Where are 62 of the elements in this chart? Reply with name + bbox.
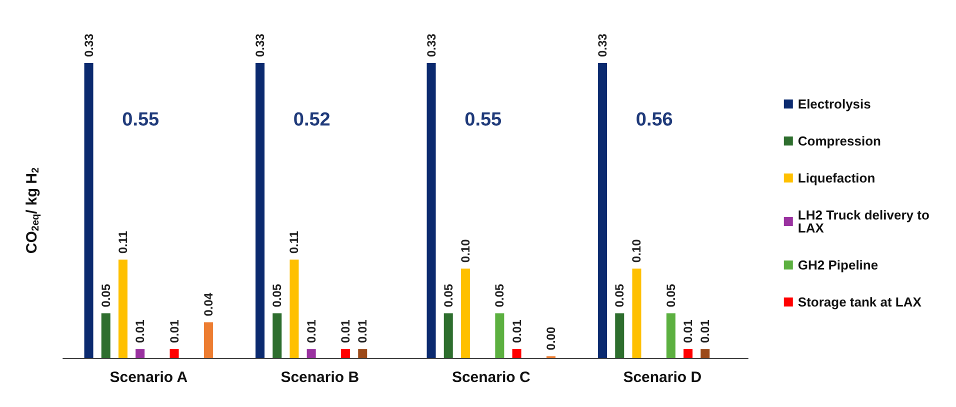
- x-tick-label: Scenario C: [452, 369, 530, 386]
- legend-label: Storage tank at LAX: [798, 294, 922, 310]
- x-tick-label: Scenario D: [623, 369, 702, 386]
- data-label: 0.05: [492, 284, 507, 308]
- data-label: 0.00: [544, 326, 558, 350]
- bar: [136, 349, 145, 358]
- bar: [700, 349, 710, 358]
- bar: [512, 349, 522, 358]
- data-label: 0.11: [116, 230, 130, 254]
- data-label: 0.01: [356, 319, 370, 344]
- total-label: 0.55: [464, 110, 502, 130]
- bar: [290, 260, 299, 358]
- bar: [444, 313, 453, 358]
- data-label: 0.11: [287, 230, 302, 254]
- total-label: 0.56: [636, 110, 673, 130]
- total-label: 0.55: [122, 110, 160, 130]
- legend-label: Electrolysis: [798, 96, 871, 112]
- data-label: 0.05: [441, 284, 456, 308]
- data-label: 0.33: [424, 33, 438, 57]
- bar: [632, 268, 642, 358]
- bar: [598, 63, 608, 358]
- legend-label: Compression: [798, 134, 882, 148]
- bar: [272, 313, 282, 358]
- data-label: 0.05: [664, 284, 678, 308]
- data-label: 0.01: [338, 319, 353, 344]
- legend-label: LH2 Truck delivery to LAX: [798, 208, 934, 236]
- data-label: 0.05: [98, 284, 113, 308]
- x-tick-label: Scenario B: [280, 369, 360, 386]
- data-label: 0.01: [510, 319, 524, 344]
- data-label: 0.01: [167, 319, 182, 344]
- bar: [204, 322, 213, 358]
- bar: [426, 63, 436, 358]
- data-label: 0.10: [458, 238, 472, 263]
- data-label: 0.01: [681, 319, 696, 344]
- bar: [101, 313, 110, 358]
- legend-label: GH2 Pipeline: [798, 258, 878, 272]
- bar: [84, 63, 94, 358]
- data-label: 0.05: [270, 284, 284, 308]
- bar: [358, 349, 368, 358]
- x-tick-label: Scenario A: [110, 369, 188, 386]
- data-label: 0.10: [630, 238, 644, 263]
- data-label: 0.01: [698, 319, 712, 344]
- data-label: 0.33: [82, 33, 96, 57]
- bar: [460, 268, 470, 358]
- bar: [306, 349, 316, 358]
- bar: [684, 349, 693, 358]
- bar: [170, 349, 179, 358]
- bar: [256, 63, 265, 358]
- y-axis-title: CO2eq/ kg H2: [24, 166, 42, 254]
- bar: [615, 313, 624, 358]
- bar: [495, 313, 504, 358]
- data-label: 0.01: [304, 319, 318, 344]
- bar: [341, 349, 350, 358]
- data-label: 0.01: [133, 319, 148, 344]
- bar: [666, 313, 676, 358]
- data-label: 0.04: [201, 292, 216, 316]
- data-label: 0.33: [596, 33, 610, 57]
- data-label: 0.05: [612, 284, 627, 308]
- bar: [118, 260, 128, 358]
- total-label: 0.52: [293, 110, 330, 130]
- legend-label: Liquefaction: [798, 170, 876, 186]
- data-label: 0.33: [253, 33, 268, 57]
